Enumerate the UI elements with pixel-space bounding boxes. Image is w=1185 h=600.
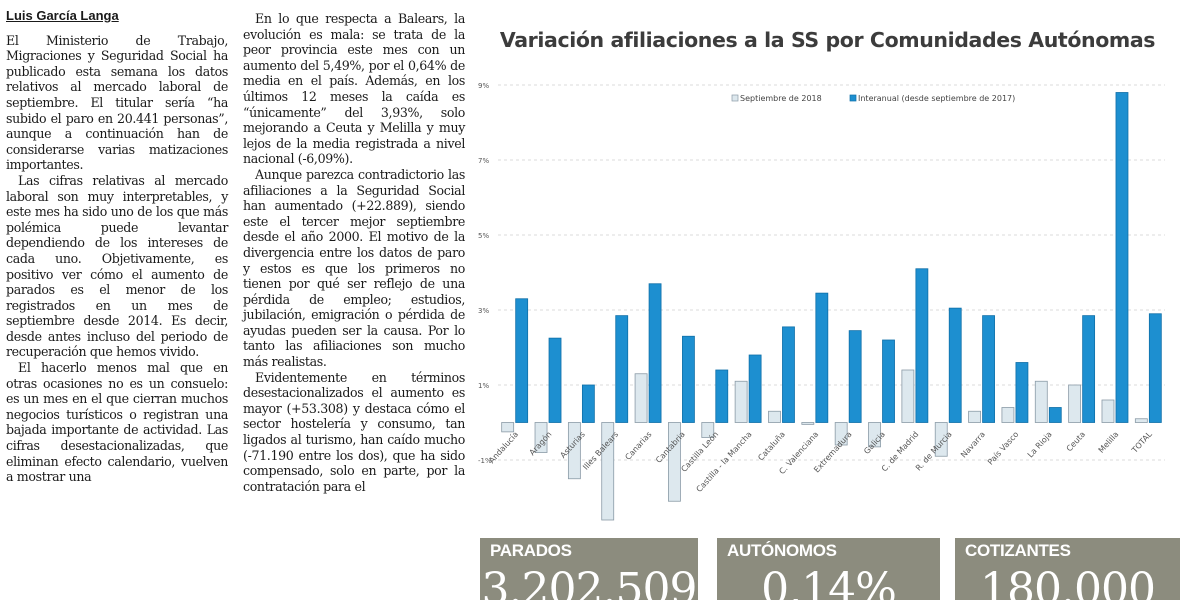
bar-interanual <box>982 315 995 423</box>
x-tick-label: Cataluña <box>756 430 787 463</box>
bar-septiembre <box>601 422 615 521</box>
x-tick-label: La Rioja <box>1026 430 1054 460</box>
bar-septiembre <box>501 422 515 433</box>
cotizantes-value: 180.000 <box>980 564 1156 600</box>
bar-interanual <box>1015 362 1029 423</box>
autonomos-label: AUTÓNOMOS <box>727 541 837 560</box>
autonomos-value: 0,14% <box>761 564 897 600</box>
x-tick-label: Andalucía <box>487 430 520 465</box>
bar-septiembre <box>834 422 848 446</box>
bar-interanual <box>815 292 829 423</box>
bar-septiembre <box>1068 384 1082 423</box>
paragraph: Aunque parezca contradictorio las afilia… <box>243 166 465 370</box>
bar-septiembre <box>768 410 781 423</box>
paragraph: En lo que respecta a Balears, la evoluci… <box>243 11 465 167</box>
bar-interanual <box>548 337 562 423</box>
bar-septiembre <box>701 422 715 438</box>
y-tick-label: 5% <box>478 232 489 240</box>
parados-label: PARADOS <box>490 541 572 560</box>
paragraph: El Ministerio de Trabajo, Migraciones y … <box>6 32 228 173</box>
x-tick-label: Illes Balears <box>581 430 620 472</box>
bar-interanual <box>948 307 962 423</box>
x-tick-label: Melilla <box>1097 430 1121 455</box>
y-tick-label: 9% <box>478 82 489 90</box>
bar-septiembre <box>968 410 981 423</box>
bar-septiembre <box>934 422 948 457</box>
bar-septiembre <box>1134 418 1148 423</box>
x-tick-label: Ceuta <box>1065 430 1088 454</box>
bar-septiembre <box>1001 407 1015 423</box>
y-tick-label: -1% <box>478 457 492 465</box>
bar-interanual <box>581 384 595 423</box>
legend-label-interanual: Interanual (desde septiembre de 2017) <box>858 94 1015 103</box>
x-tick-label: TOTAL <box>1129 429 1154 455</box>
article-column-1: Luis García Langa El Ministerio de Traba… <box>6 8 228 485</box>
bar-interanual <box>715 369 729 423</box>
paragraph: Las cifras relativas al mercado laboral … <box>6 172 228 360</box>
x-tick-label: Canarias <box>623 430 653 462</box>
bar-septiembre <box>634 373 648 423</box>
cotizantes-box: COTIZANTES 180.000 <box>955 538 1180 600</box>
bar-septiembre <box>567 422 581 480</box>
parados-value: 3.202.509 <box>481 564 698 600</box>
x-tick-label: Castilla - la Mancha <box>695 430 754 494</box>
bar-interanual <box>915 268 929 423</box>
legend-swatch-interanual <box>849 94 857 102</box>
bar-interanual <box>748 354 762 423</box>
paragraph: El hacerlo menos mal que en otras ocasio… <box>6 360 228 485</box>
y-tick-label: 3% <box>478 307 489 315</box>
legend-label-septiembre: Septiembre de 2018 <box>740 94 822 103</box>
cotizantes-label: COTIZANTES <box>965 541 1071 560</box>
y-tick-label: 7% <box>478 157 489 165</box>
bar-interanual <box>615 315 629 423</box>
x-tick-label: País Vasco <box>986 430 1021 467</box>
paragraph: Evidentemente en términos desestacionali… <box>243 369 465 494</box>
bar-interanual <box>1048 407 1062 423</box>
bar-interanual <box>848 330 862 423</box>
bar-interanual <box>1082 315 1096 423</box>
bar-septiembre <box>734 380 748 423</box>
bar-interanual <box>1148 313 1162 423</box>
bar-interanual <box>682 335 695 423</box>
bar-interanual <box>515 298 529 423</box>
bar-septiembre <box>1101 399 1115 423</box>
bar-septiembre <box>534 422 548 453</box>
bar-septiembre <box>801 422 815 425</box>
author-byline: Luis García Langa <box>6 8 119 23</box>
y-tick-label: 1% <box>478 382 489 390</box>
bar-interanual <box>882 339 895 423</box>
bar-septiembre <box>668 422 681 502</box>
bar-septiembre <box>901 369 915 423</box>
legend-swatch-septiembre <box>731 94 739 102</box>
bar-septiembre <box>1034 380 1048 423</box>
bar-interanual <box>782 326 795 423</box>
bar-interanual <box>1115 92 1129 423</box>
parados-box: PARADOS 3.202.509 <box>480 538 698 600</box>
affiliation-chart: Variación afiliaciones a la SS por Comun… <box>470 0 1185 535</box>
bar-interanual <box>648 283 662 423</box>
article-column-2: En lo que respecta a Balears, la evoluci… <box>243 11 465 494</box>
autonomos-box: AUTÓNOMOS 0,14% <box>717 538 940 600</box>
bar-septiembre <box>868 422 881 448</box>
bar-chart-svg: 9% 7% 5% 3% 1% -1% Septiembre de 2018 Interanua… <box>478 82 1165 521</box>
x-tick-label: Navarra <box>959 430 987 460</box>
chart-title: Variación afiliaciones a la SS por Comun… <box>499 28 1156 52</box>
